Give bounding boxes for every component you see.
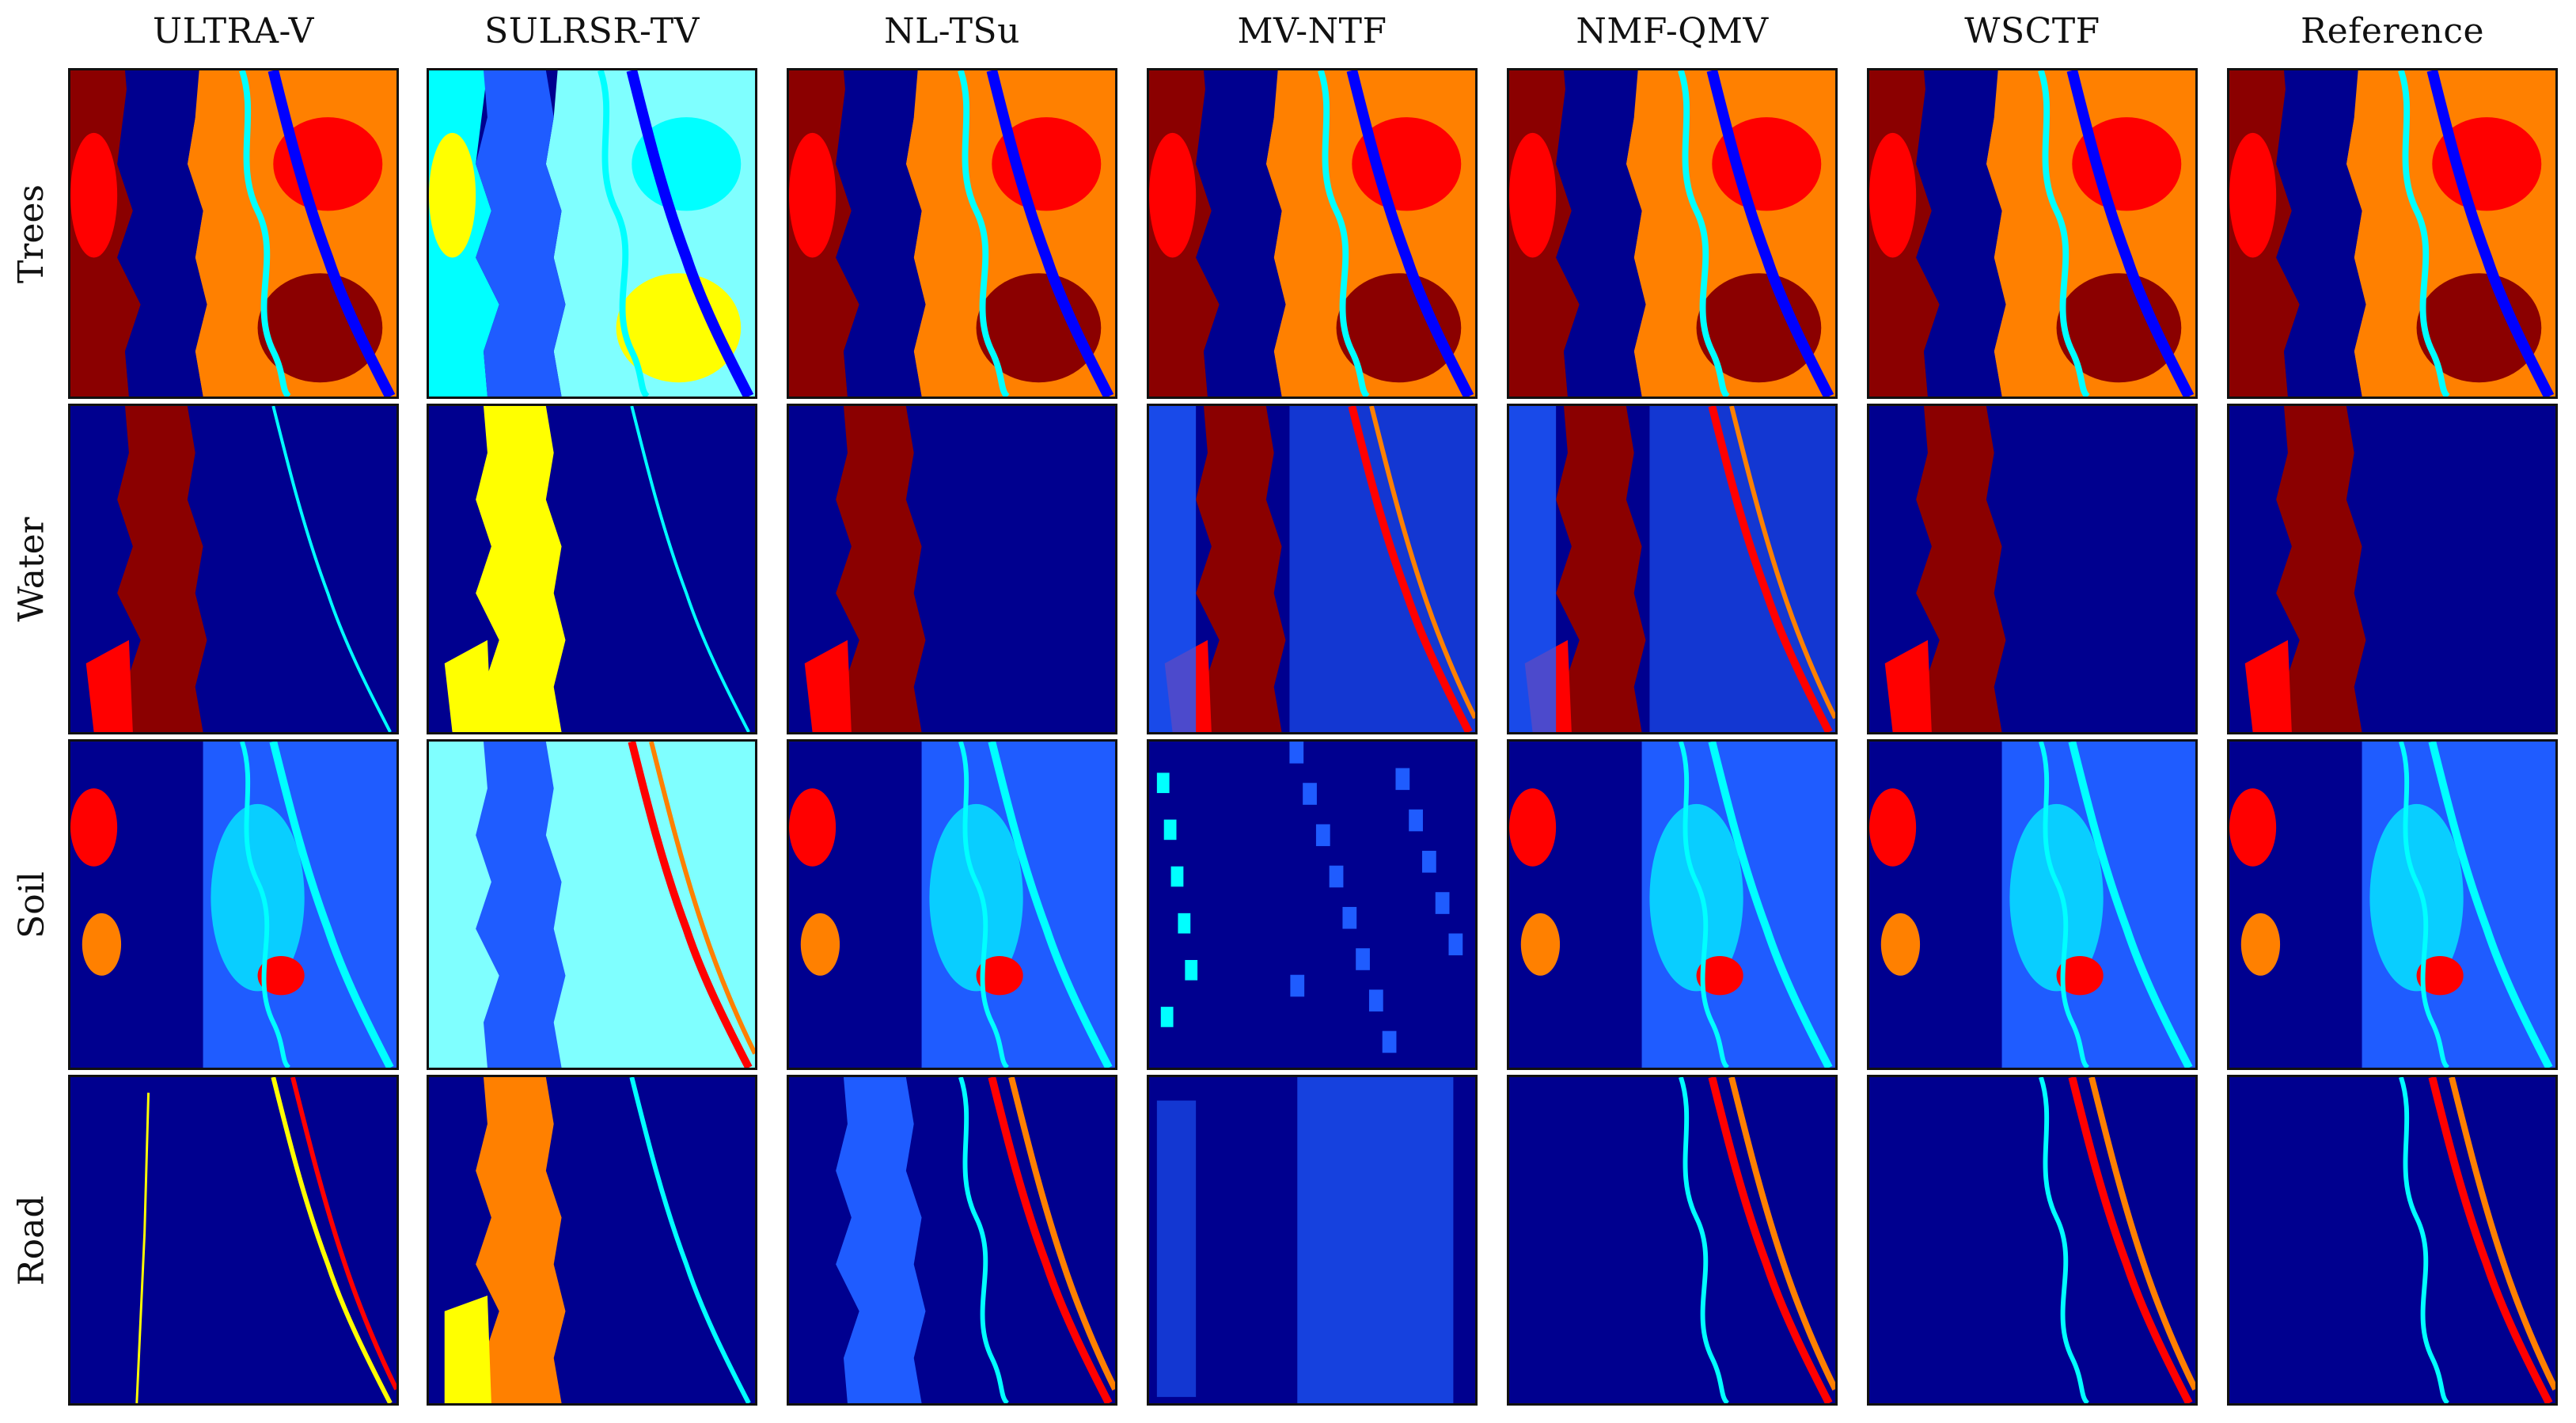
abundance-map-water-sulrsr-tv	[427, 404, 757, 734]
abundance-map-water-nmf-qmv	[1507, 404, 1838, 734]
column-header-ultra-v: ULTRA-V	[153, 11, 314, 51]
abundance-map-water-reference	[2227, 404, 2558, 734]
abundance-map-soil-reference	[2227, 739, 2558, 1070]
row-label-soil: Soil	[0, 739, 63, 1070]
row-label-road: Road	[0, 1075, 63, 1406]
abundance-map-road-nl-tsu	[787, 1075, 1117, 1406]
abundance-map-soil-nmf-qmv	[1507, 739, 1838, 1070]
column-header-sulrsr-tv: SULRSR-TV	[484, 11, 700, 51]
abundance-map-road-ultra-v	[68, 1075, 399, 1406]
abundance-map-road-reference	[2227, 1075, 2558, 1406]
row-label-soil-text: Soil	[11, 871, 52, 939]
abundance-map-soil-sulrsr-tv	[427, 739, 757, 1070]
row-label-water: Water	[0, 404, 63, 734]
column-header-wsctf: WSCTF	[1964, 11, 2100, 51]
column-header-nmf-qmv: NMF-QMV	[1576, 11, 1769, 51]
abundance-map-road-sulrsr-tv	[427, 1075, 757, 1406]
abundance-map-trees-nl-tsu	[787, 68, 1117, 399]
column-header-mv-ntf: MV-NTF	[1237, 11, 1387, 51]
row-label-water-text: Water	[11, 516, 52, 622]
abundance-map-trees-nmf-qmv	[1507, 68, 1838, 399]
abundance-map-road-wsctf	[1867, 1075, 2198, 1406]
abundance-map-soil-mv-ntf	[1147, 739, 1478, 1070]
abundance-map-water-mv-ntf	[1147, 404, 1478, 734]
abundance-map-water-ultra-v	[68, 404, 399, 734]
abundance-map-soil-ultra-v	[68, 739, 399, 1070]
row-label-road-text: Road	[11, 1194, 52, 1286]
row-label-trees: Trees	[0, 68, 63, 399]
abundance-map-road-mv-ntf	[1147, 1075, 1478, 1406]
column-header-reference: Reference	[2300, 11, 2485, 51]
abundance-map-road-nmf-qmv	[1507, 1075, 1838, 1406]
abundance-map-trees-mv-ntf	[1147, 68, 1478, 399]
abundance-map-trees-sulrsr-tv	[427, 68, 757, 399]
abundance-map-trees-ultra-v	[68, 68, 399, 399]
abundance-map-water-wsctf	[1867, 404, 2198, 734]
abundance-map-soil-wsctf	[1867, 739, 2198, 1070]
abundance-map-trees-reference	[2227, 68, 2558, 399]
abundance-map-water-nl-tsu	[787, 404, 1117, 734]
column-header-nl-tsu: NL-TSu	[884, 11, 1020, 51]
row-label-trees-text: Trees	[11, 184, 52, 283]
abundance-map-soil-nl-tsu	[787, 739, 1117, 1070]
abundance-map-trees-wsctf	[1867, 68, 2198, 399]
